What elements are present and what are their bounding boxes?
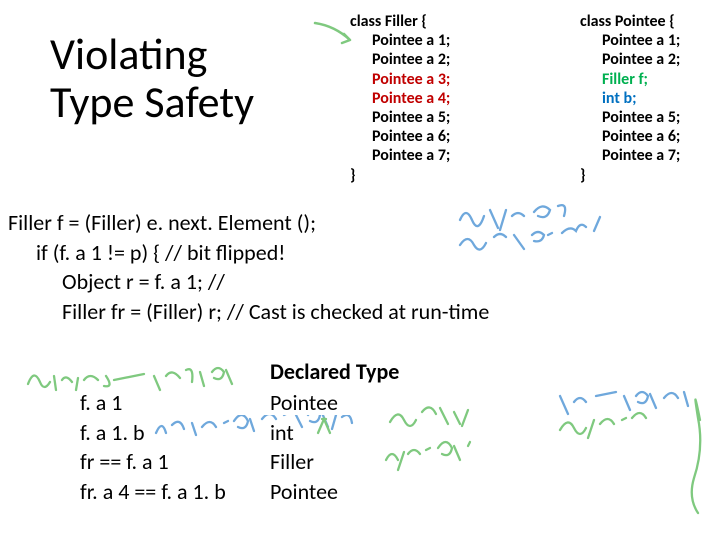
pointee-a5: Pointee a 5; bbox=[580, 108, 680, 127]
scribble-right bbox=[380, 390, 710, 530]
code-l4: Filler fr = (Filler) r; // Cast is check… bbox=[8, 297, 489, 327]
title-line1: Violating bbox=[50, 30, 254, 78]
table-row: fr. a 4 == f. a 1. b Pointee bbox=[80, 477, 420, 507]
cell-r2c1: f. a 1. b bbox=[80, 418, 270, 448]
table-row: fr == f. a 1 Filler bbox=[80, 447, 420, 477]
filler-open: class Filler { bbox=[350, 12, 450, 31]
table-row: f. a 1. b int bbox=[80, 418, 420, 448]
pointee-f: Filler f; bbox=[580, 70, 680, 89]
class-pointee: class Pointee { Pointee a 1; Pointee a 2… bbox=[580, 12, 680, 185]
class-filler: class Filler { Pointee a 1; Pointee a 2;… bbox=[350, 12, 450, 185]
table-row: f. a 1 Pointee bbox=[80, 388, 420, 418]
cell-r4c1: fr. a 4 == f. a 1. b bbox=[80, 477, 270, 507]
pointee-a1: Pointee a 1; bbox=[580, 31, 680, 50]
filler-a3: Pointee a 3; bbox=[350, 70, 450, 89]
filler-a6: Pointee a 6; bbox=[350, 127, 450, 146]
slide-title: Violating Type Safety bbox=[50, 30, 254, 127]
filler-a2: Pointee a 2; bbox=[350, 50, 450, 69]
pointee-b: int b; bbox=[580, 89, 680, 108]
pointee-a2: Pointee a 2; bbox=[580, 50, 680, 69]
filler-a4: Pointee a 4; bbox=[350, 89, 450, 108]
pointee-a6: Pointee a 6; bbox=[580, 127, 680, 146]
cell-r1c1: f. a 1 bbox=[80, 388, 270, 418]
cell-r2c2: int bbox=[270, 418, 420, 448]
cell-r4c2: Pointee bbox=[270, 477, 420, 507]
filler-a5: Pointee a 5; bbox=[350, 108, 450, 127]
code-l3: Object r = f. a 1; // bbox=[8, 267, 489, 297]
filler-close: } bbox=[350, 166, 450, 185]
filler-a1: Pointee a 1; bbox=[350, 31, 450, 50]
cell-r3c2: Filler bbox=[270, 447, 420, 477]
cell-r1c2: Pointee bbox=[270, 388, 420, 418]
pointee-a7: Pointee a 7; bbox=[580, 146, 680, 165]
pointee-open: class Pointee { bbox=[580, 12, 680, 31]
code-l1: Filler f = (Filler) e. next. Element (); bbox=[8, 208, 489, 238]
code-snippet: Filler f = (Filler) e. next. Element ();… bbox=[8, 208, 489, 327]
type-table: f. a 1 Pointee f. a 1. b int fr == f. a … bbox=[80, 360, 420, 507]
filler-a7: Pointee a 7; bbox=[350, 146, 450, 165]
code-l2: if (f. a 1 != p) { // bit flipped! bbox=[8, 238, 489, 268]
pointee-close: } bbox=[580, 166, 680, 185]
title-line2: Type Safety bbox=[50, 78, 254, 126]
cell-r3c1: fr == f. a 1 bbox=[80, 447, 270, 477]
